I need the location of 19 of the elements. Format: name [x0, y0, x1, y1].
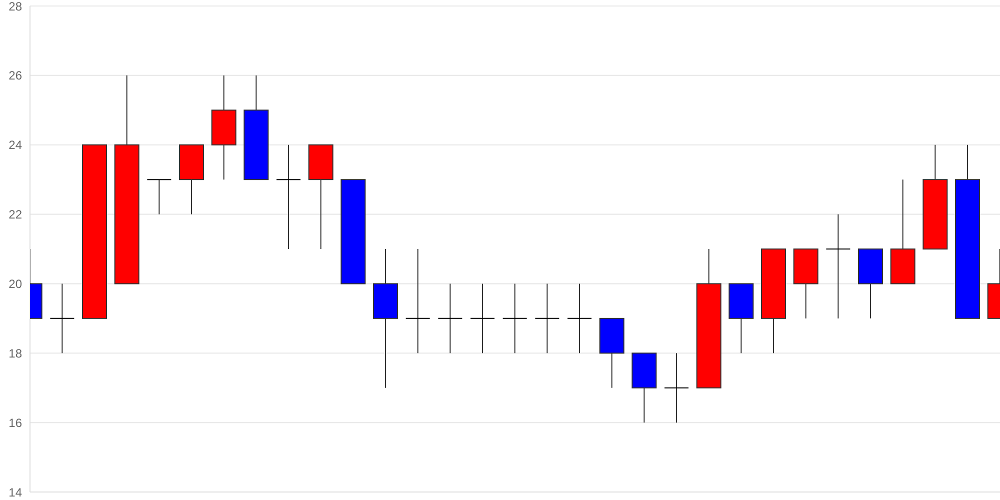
y-tick-label: 22: [8, 208, 22, 222]
y-tick-label: 18: [8, 346, 22, 360]
candlestick: [276, 144, 301, 250]
candlestick: [567, 283, 592, 354]
candlestick: [826, 214, 851, 319]
y-tick-label: 24: [8, 138, 22, 152]
y-tick-label: 26: [8, 68, 22, 83]
candlestick: [502, 283, 528, 354]
y-tick-label: 20: [8, 276, 22, 291]
candlestick: [470, 283, 495, 354]
candlestick: [146, 179, 172, 215]
y-tick-label: 16: [8, 416, 22, 430]
candlestick: [534, 283, 560, 354]
candlestick: [664, 352, 689, 424]
candlestick: [50, 283, 75, 354]
y-tick-label: 14: [8, 485, 22, 500]
y-tick-label: 28: [8, 0, 22, 14]
candlestick: [438, 283, 463, 354]
candlestick: [405, 248, 430, 354]
